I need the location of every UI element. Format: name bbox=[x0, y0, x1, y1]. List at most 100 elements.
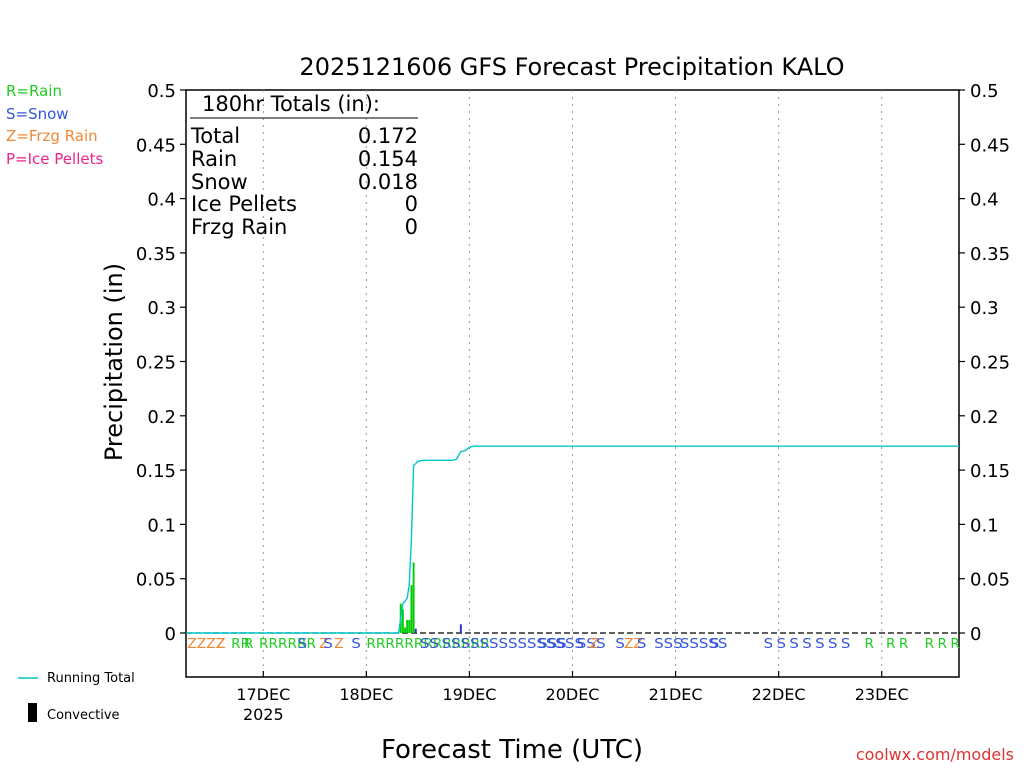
ptype-marker: S bbox=[351, 637, 361, 652]
x-tick-label: 17DEC bbox=[236, 685, 290, 704]
precip-type-legend: R=Rain S=Snow Z=Frzg Rain P=Ice Pellets bbox=[6, 82, 103, 168]
convective-legend-swatch bbox=[28, 703, 37, 722]
ptype-marker: S bbox=[298, 637, 308, 652]
precip-bar bbox=[459, 624, 462, 633]
totals-label-snow: Snow bbox=[191, 170, 248, 194]
precip-bar bbox=[408, 619, 411, 633]
x-axis-label: Forecast Time (UTC) bbox=[381, 735, 643, 765]
totals-label-total: Total bbox=[190, 124, 240, 148]
ptype-marker: R bbox=[925, 637, 935, 652]
y-tick-label: 0.25 bbox=[136, 353, 176, 374]
precip-bar bbox=[414, 628, 417, 633]
y-tick-label-right: 0.5 bbox=[970, 81, 999, 102]
precip-bar bbox=[410, 585, 413, 633]
y-tick-label-right: 0.15 bbox=[970, 461, 1010, 482]
ptype-marker: S bbox=[764, 637, 774, 652]
totals-box: 180hr Totals (in): Total 0.172 Rain 0.15… bbox=[190, 92, 418, 239]
ptype-marker: Z bbox=[216, 637, 226, 652]
ptype-marker: S bbox=[555, 637, 565, 652]
y-tick-label: 0.4 bbox=[147, 190, 176, 211]
ptype-marker: SSSSSSSSSSSSSSS bbox=[442, 637, 584, 652]
x-tick-label: 18DEC bbox=[339, 685, 393, 704]
ptype-marker: S bbox=[637, 637, 647, 652]
ptype-marker: R bbox=[950, 637, 960, 652]
ptype-marker: R bbox=[244, 637, 254, 652]
ptype-marker: RRRRRRRRRRRRR bbox=[366, 637, 490, 652]
ptype-marker: S bbox=[615, 637, 625, 652]
precip-bar bbox=[406, 619, 409, 633]
ptype-marker: Z bbox=[334, 637, 344, 652]
ptype-marker: S bbox=[828, 637, 838, 652]
y-tick-label: 0.5 bbox=[147, 81, 176, 102]
y-tick-label: 0.3 bbox=[147, 298, 176, 319]
totals-value-total: 0.172 bbox=[358, 124, 418, 148]
x-tick-label: 19DEC bbox=[442, 685, 496, 704]
watermark: coolwx.com/models bbox=[856, 745, 1014, 764]
legend-rain: R=Rain bbox=[6, 82, 62, 100]
totals-value-snow: 0.018 bbox=[358, 170, 418, 194]
x-tick-label: 21DEC bbox=[649, 685, 703, 704]
ptype-marker: S bbox=[815, 637, 825, 652]
y-tick-label-right: 0.05 bbox=[970, 570, 1010, 591]
ptype-marker: SSS bbox=[654, 637, 683, 652]
chart-title: 2025121606 GFS Forecast Precipitation KA… bbox=[299, 53, 844, 81]
ptype-marker: Z bbox=[319, 637, 329, 652]
legend-frzg-rain: Z=Frzg Rain bbox=[6, 127, 98, 145]
ptype-marker: S bbox=[596, 637, 606, 652]
precip-bars bbox=[399, 562, 462, 633]
ptype-marker: S bbox=[802, 637, 812, 652]
totals-value-frzg-rain: 0 bbox=[405, 215, 418, 239]
ptype-marker: S bbox=[710, 637, 720, 652]
ptype-marker: SSS bbox=[538, 637, 567, 652]
y-tick-label-right: 0.1 bbox=[970, 515, 999, 536]
legend-ice-pellets: P=Ice Pellets bbox=[6, 150, 103, 168]
y-tick-label: 0.1 bbox=[147, 515, 176, 536]
y-axis-right: 0 0.05 0.1 0.15 0.2 0.25 0.3 0.35 0.4 0.45 0.5 bbox=[959, 81, 1010, 645]
y-tick-label: 0.15 bbox=[136, 461, 176, 482]
y-tick-label-right: 0.45 bbox=[970, 135, 1010, 156]
y-axis-left: 0 0.05 0.1 0.15 0.2 0.25 0.3 0.35 0.4 0.45 0.5 bbox=[136, 81, 186, 645]
ptype-marker: SSSSS bbox=[680, 637, 728, 652]
y-tick-label-right: 0.2 bbox=[970, 407, 999, 428]
ptype-marker: R bbox=[886, 637, 896, 652]
x-tick-label: 20DEC bbox=[546, 685, 600, 704]
ptype-marker: SS bbox=[577, 637, 596, 652]
totals-value-ice-pellets: 0 bbox=[405, 192, 418, 216]
ptype-marker: R bbox=[865, 637, 875, 652]
ptype-marker: R bbox=[938, 637, 948, 652]
x-tick-sublabel: 2025 bbox=[243, 705, 284, 724]
precip-bar bbox=[412, 562, 415, 633]
ptype-marker: SS bbox=[420, 637, 439, 652]
totals-label-ice-pellets: Ice Pellets bbox=[191, 192, 297, 216]
y-tick-label-right: 0 bbox=[970, 624, 981, 645]
legend-snow: S=Snow bbox=[6, 105, 69, 123]
ptype-marker: RRRRRR bbox=[259, 637, 316, 652]
ptype-marker: ZZZZ bbox=[187, 637, 225, 652]
y-tick-label-right: 0.35 bbox=[970, 244, 1010, 265]
bottom-legend: Running Total Convective bbox=[18, 671, 135, 723]
y-tick-label: 0.05 bbox=[136, 570, 176, 591]
x-tick-label: 22DEC bbox=[752, 685, 806, 704]
totals-header: 180hr Totals (in): bbox=[202, 92, 380, 116]
ptype-marker: S bbox=[323, 637, 333, 652]
running-total-legend-label: Running Total bbox=[47, 671, 135, 686]
totals-label-rain: Rain bbox=[191, 147, 237, 171]
precip-bar bbox=[404, 627, 406, 633]
convective-legend-label: Convective bbox=[47, 708, 120, 723]
ptype-marker: S bbox=[841, 637, 851, 652]
y-tick-label-right: 0.25 bbox=[970, 353, 1010, 374]
y-tick-label: 0.2 bbox=[147, 407, 176, 428]
ptype-marker: S bbox=[776, 637, 786, 652]
running-total-line bbox=[186, 445, 959, 634]
y-tick-label: 0 bbox=[165, 624, 176, 645]
totals-label-frzg-rain: Frzg Rain bbox=[191, 215, 287, 239]
y-tick-label-right: 0.3 bbox=[970, 298, 999, 319]
ptype-marker: RR bbox=[231, 637, 250, 652]
y-tick-label: 0.35 bbox=[136, 244, 176, 265]
precip-bar bbox=[401, 609, 404, 633]
totals-value-rain: 0.154 bbox=[358, 147, 418, 171]
y-axis-label: Precipitation (in) bbox=[100, 263, 128, 461]
